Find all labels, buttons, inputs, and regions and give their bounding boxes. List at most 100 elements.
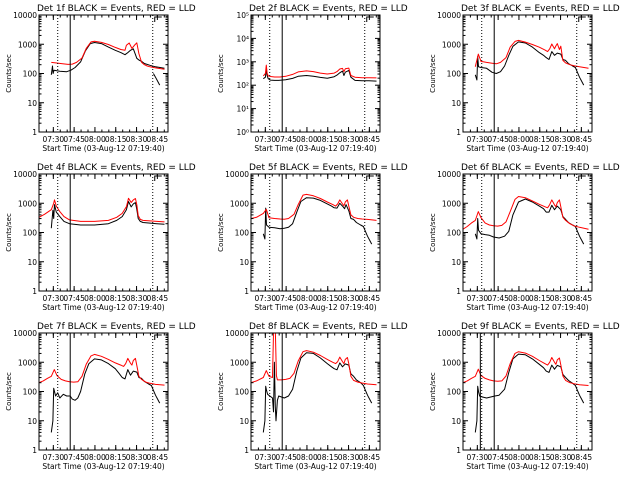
lld-series-line xyxy=(474,39,589,69)
panel-title: Det 5f BLACK = Events, RED = LLD xyxy=(249,163,408,173)
y-tick-label: 10000 xyxy=(13,329,37,338)
x-tick-label: 08:00 xyxy=(508,135,530,144)
x-tick-label: 08:30 xyxy=(338,453,360,462)
panel-title: Det 8f BLACK = Events, RED = LLD xyxy=(249,322,408,332)
x-tick-label: 08:00 xyxy=(84,294,106,303)
panel-det-7: Det 7f BLACK = Events, RED = LLD 1 10 100 10… xyxy=(5,322,196,471)
x-tick-label: 07:45 xyxy=(63,453,85,462)
x-tick-label: 08:30 xyxy=(338,135,360,144)
events-series-line xyxy=(50,42,165,75)
x-axis-label: Start Time (03-Aug-12 07:19:40) xyxy=(42,462,164,471)
x-tick-label: 08:00 xyxy=(84,453,106,462)
y-tick-label: 1000 xyxy=(442,358,461,367)
x-tick-label: 08:45 xyxy=(147,453,169,462)
x-tick-label: 08:30 xyxy=(126,135,148,144)
panel-title: Det 2f BLACK = Events, RED = LLD xyxy=(249,4,408,14)
y-tick-label: 10 xyxy=(27,417,37,426)
x-tick-label: 08:45 xyxy=(359,294,381,303)
x-axis-label: Start Time (03-Aug-12 07:19:40) xyxy=(254,144,376,153)
x-tick-label: 08:00 xyxy=(508,453,530,462)
lld-series-line xyxy=(463,351,589,386)
y-axis-label: Counts/sec xyxy=(429,213,437,252)
lld-series-line xyxy=(39,197,165,223)
x-axis-label: Start Time (03-Aug-12 07:19:40) xyxy=(466,462,588,471)
x-tick-label: 07:45 xyxy=(275,453,297,462)
y-axis-label: Counts/sec xyxy=(217,54,225,93)
y-tick-label: 10² xyxy=(236,81,249,90)
x-tick-label: 08:30 xyxy=(550,135,572,144)
y-tick-label: 10000 xyxy=(437,170,461,179)
events-series-line xyxy=(263,67,377,82)
x-tick-label: 08:00 xyxy=(296,294,318,303)
lld-series-line xyxy=(463,196,589,230)
y-tick-label: 100 xyxy=(235,388,250,397)
y-tick-label: 10⁴ xyxy=(236,34,249,43)
panel-title: Det 9f BLACK = Events, RED = LLD xyxy=(461,322,620,332)
lld-series-line xyxy=(251,193,377,221)
x-tick-label: 07:30 xyxy=(43,294,65,303)
x-tick-label: 08:45 xyxy=(359,453,381,462)
panel-det-9: Det 9f BLACK = Events, RED = LLD 1 10 100 10… xyxy=(429,322,620,471)
y-tick-label: 1 xyxy=(456,128,461,137)
x-axis-label: Start Time (03-Aug-12 07:19:40) xyxy=(466,144,588,153)
corner-marker xyxy=(366,175,374,181)
panel-det-3: Det 3f BLACK = Events, RED = LLD 1 10 100 10… xyxy=(429,4,620,153)
y-tick-label: 10⁰ xyxy=(236,128,249,137)
y-tick-label: 10000 xyxy=(13,11,37,20)
x-tick-label: 08:00 xyxy=(296,135,318,144)
y-tick-label: 10000 xyxy=(225,170,249,179)
series-group xyxy=(39,197,165,229)
x-tick-label: 08:45 xyxy=(571,135,593,144)
panel-det-6: Det 6f BLACK = Events, RED = LLD 1 10 100 10… xyxy=(429,163,620,312)
x-tick-label: 07:45 xyxy=(275,294,297,303)
x-tick-label: 08:15 xyxy=(529,135,551,144)
x-tick-label: 08:30 xyxy=(126,294,148,303)
x-tick-label: 07:30 xyxy=(255,453,277,462)
y-tick-label: 1000 xyxy=(18,40,37,49)
x-tick-label: 08:30 xyxy=(338,294,360,303)
series-group xyxy=(463,196,589,245)
x-tick-label: 08:30 xyxy=(550,453,572,462)
y-tick-label: 10¹ xyxy=(236,105,249,114)
x-axis-label: Start Time (03-Aug-12 07:19:40) xyxy=(42,144,164,153)
y-tick-label: 100 xyxy=(23,229,38,238)
panel-title: Det 7f BLACK = Events, RED = LLD xyxy=(37,322,196,332)
y-axis-label: Counts/sec xyxy=(217,213,225,252)
series-group xyxy=(474,39,589,86)
y-tick-label: 1000 xyxy=(442,199,461,208)
y-tick-label: 1 xyxy=(244,287,249,296)
y-tick-label: 100 xyxy=(23,388,38,397)
x-tick-label: 08:15 xyxy=(317,135,339,144)
corner-marker xyxy=(578,175,586,181)
corner-marker xyxy=(366,16,374,22)
x-tick-label: 08:00 xyxy=(84,135,106,144)
lld-series-line xyxy=(262,64,377,79)
x-tick-label: 08:15 xyxy=(105,294,127,303)
y-tick-label: 1 xyxy=(456,287,461,296)
y-tick-label: 1000 xyxy=(442,40,461,49)
y-tick-label: 1000 xyxy=(18,358,37,367)
lld-series-line xyxy=(39,353,165,386)
y-tick-label: 1000 xyxy=(230,358,249,367)
y-tick-label: 10000 xyxy=(225,329,249,338)
y-tick-label: 100 xyxy=(447,70,462,79)
series-group xyxy=(251,193,377,245)
x-tick-label: 08:15 xyxy=(529,453,551,462)
y-axis-label: Counts/sec xyxy=(5,213,13,252)
x-tick-label: 07:30 xyxy=(467,453,489,462)
corner-marker xyxy=(154,334,162,340)
y-tick-label: 100 xyxy=(23,70,38,79)
y-tick-label: 10000 xyxy=(13,170,37,179)
y-tick-label: 10 xyxy=(451,258,461,267)
series-group xyxy=(39,353,165,433)
panel-title: Det 3f BLACK = Events, RED = LLD xyxy=(461,4,620,14)
corner-marker xyxy=(578,334,586,340)
x-tick-label: 07:30 xyxy=(255,135,277,144)
corner-marker xyxy=(366,334,374,340)
x-tick-label: 07:30 xyxy=(43,453,65,462)
y-tick-label: 1 xyxy=(32,287,37,296)
y-axis-label: Counts/sec xyxy=(5,372,13,411)
panel-det-1: Det 1f BLACK = Events, RED = LLD 1 10 100 10… xyxy=(5,4,196,153)
corner-marker xyxy=(578,16,586,22)
x-tick-label: 08:45 xyxy=(147,294,169,303)
